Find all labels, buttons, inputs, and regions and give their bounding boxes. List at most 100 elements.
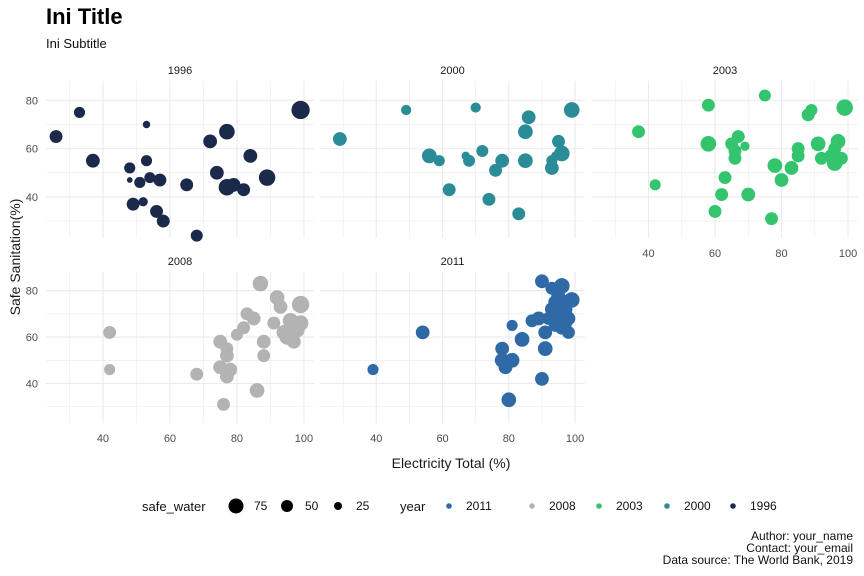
x-axis-title: Electricity Total (%)	[392, 455, 511, 471]
size-legend-key	[334, 502, 342, 510]
size-legend-title: safe_water	[142, 499, 206, 514]
data-point-1996	[203, 134, 218, 149]
x-tick-label: 40	[370, 433, 382, 445]
data-point-2008	[220, 342, 234, 356]
y-tick-label: 40	[26, 192, 38, 204]
y-tick-label: 60	[26, 332, 38, 344]
data-point-2000	[495, 153, 510, 168]
data-point-2008	[237, 321, 251, 335]
data-point-2011	[367, 364, 379, 376]
data-point-2011	[537, 341, 553, 357]
data-point-2000	[518, 153, 533, 169]
data-point-2003	[830, 134, 846, 149]
data-point-1996	[150, 204, 163, 218]
data-point-2011	[531, 311, 546, 326]
color-legend-label: 1996	[750, 499, 777, 513]
x-tick-label: 80	[503, 433, 515, 445]
y-tick-label: 60	[26, 144, 38, 156]
data-point-2011	[563, 292, 580, 308]
data-point-2008	[291, 295, 310, 314]
data-point-1996	[126, 197, 140, 211]
data-point-2000	[476, 145, 489, 158]
y-tick-label: 80	[26, 95, 38, 107]
data-point-2003	[715, 188, 729, 201]
data-point-1996	[291, 100, 310, 120]
x-tick-label: 100	[839, 248, 857, 260]
data-point-2008	[223, 362, 238, 377]
data-point-2003	[765, 212, 778, 226]
data-point-2003	[740, 141, 750, 151]
y-tick-label: 80	[26, 286, 38, 298]
x-tick-label: 80	[231, 433, 243, 445]
data-point-2000	[332, 132, 347, 146]
x-tick-label: 80	[775, 248, 787, 260]
color-legend-key-2011	[446, 503, 452, 509]
size-legend-label: 50	[305, 499, 319, 513]
data-point-2011	[561, 311, 576, 326]
data-point-1996	[243, 148, 258, 163]
data-point-1996	[226, 177, 241, 192]
data-point-2003	[731, 130, 745, 144]
data-point-2003	[774, 173, 789, 187]
facet-label-2011: 2011	[441, 256, 465, 268]
data-point-2008	[190, 367, 204, 381]
x-tick-label: 40	[97, 433, 109, 445]
data-point-1996	[156, 214, 170, 228]
caption-source: Data source: The World Bank, 2019	[662, 553, 853, 567]
data-point-2003	[810, 136, 826, 152]
data-point-2003	[741, 187, 756, 202]
color-legend-key-2000	[664, 503, 670, 509]
color-legend-label: 2011	[466, 499, 492, 513]
data-point-1996	[142, 120, 151, 129]
y-axis-title: Safe Sanitation(%)	[7, 199, 23, 316]
data-point-1996	[209, 165, 224, 180]
chart-subtitle: Ini Subtitle	[46, 36, 107, 51]
color-legend-title: year	[400, 499, 426, 514]
size-legend-key	[228, 498, 244, 514]
data-point-2011	[501, 392, 517, 408]
data-point-2000	[512, 207, 526, 221]
data-point-2003	[836, 99, 853, 116]
data-point-2000	[421, 148, 437, 164]
data-point-2011	[551, 290, 566, 305]
data-point-2003	[767, 158, 783, 173]
x-tick-label: 60	[436, 433, 448, 445]
facet-label-2008: 2008	[168, 256, 192, 268]
data-point-1996	[190, 229, 203, 242]
y-tick-label: 40	[26, 379, 38, 391]
data-point-2011	[506, 319, 518, 331]
data-point-2000	[482, 192, 496, 206]
data-point-2003	[632, 125, 645, 139]
data-point-2008	[103, 325, 117, 339]
data-point-2008	[287, 334, 301, 349]
x-tick-label: 40	[642, 248, 654, 260]
data-point-1996	[153, 173, 167, 187]
data-point-1996	[73, 106, 86, 118]
color-legend-label: 2000	[684, 499, 711, 513]
data-point-2000	[463, 154, 476, 167]
facet-label-2000: 2000	[440, 65, 464, 77]
data-point-2000	[554, 145, 570, 162]
data-point-2008	[249, 383, 265, 398]
data-point-2000	[563, 102, 580, 118]
caption: Author: your_name Contact: your_email Da…	[663, 530, 853, 566]
data-point-1996	[126, 177, 133, 183]
data-point-2011	[561, 325, 575, 339]
data-point-1996	[49, 130, 63, 144]
caption-contact: Contact: your_email	[746, 541, 853, 555]
data-point-2008	[104, 364, 116, 376]
data-point-1996	[134, 176, 146, 188]
data-point-2008	[252, 275, 269, 292]
data-point-1996	[219, 123, 235, 140]
data-point-2003	[728, 144, 742, 158]
data-point-1996	[124, 162, 136, 174]
data-point-2008	[257, 349, 271, 363]
data-point-2011	[554, 278, 570, 294]
data-point-1996	[86, 153, 100, 168]
data-point-2011	[535, 371, 549, 386]
color-legend-key-2003	[596, 503, 602, 509]
data-point-2011	[504, 352, 520, 368]
color-legend-label: 2008	[549, 499, 576, 513]
chart-title: Ini Title	[46, 4, 123, 29]
